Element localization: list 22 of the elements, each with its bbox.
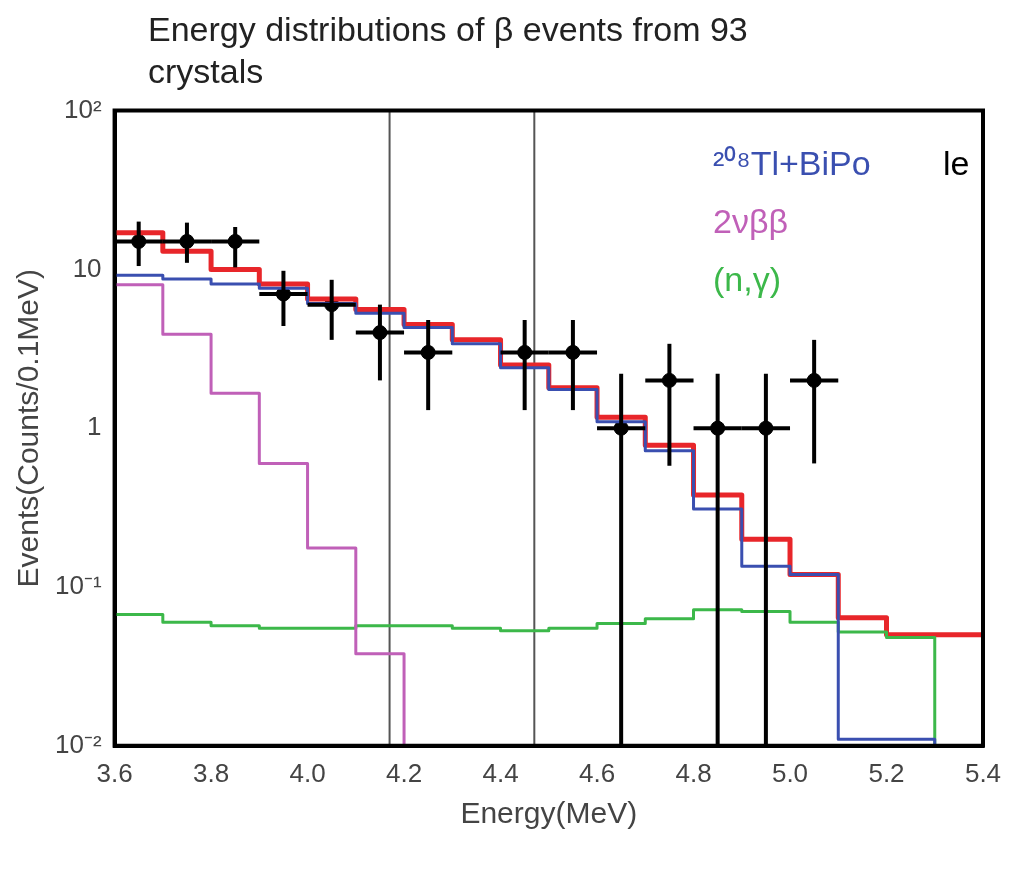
y-tick-label: 10⁻¹: [55, 570, 102, 601]
y-tick-label: 10⁻²: [55, 728, 102, 759]
x-tick-label: 5.0: [771, 757, 809, 788]
annotation: le: [943, 143, 970, 182]
text: 2νββ: [713, 201, 789, 240]
chart-title: Energy distributions of β events from 93 crystals: [148, 9, 749, 92]
text: (n,γ): [713, 259, 781, 298]
y-tick-label: 10: [72, 252, 102, 283]
y-tick-label: 1: [87, 411, 102, 442]
x-tick-label: 3.8: [192, 757, 230, 788]
x-tick-label: 4.0: [289, 757, 326, 788]
x-tick-label: 5.4: [964, 757, 1002, 788]
x-tick-label: 4.4: [482, 757, 519, 788]
x-tick-label: 4.6: [578, 757, 616, 788]
x-tick-label: 4.2: [385, 757, 423, 788]
x-tick-label: 5.2: [868, 757, 905, 788]
text: ²⁰⁸Tl+BiPo: [713, 143, 871, 182]
y-axis-title: Events(Counts/0.1MeV): [11, 268, 45, 588]
y-tick-label: 10²: [64, 93, 102, 124]
x-tick-label: 4.8: [675, 757, 712, 788]
x-axis-title: Energy(MeV): [460, 796, 638, 830]
x-tick-label: 3.6: [96, 757, 133, 788]
